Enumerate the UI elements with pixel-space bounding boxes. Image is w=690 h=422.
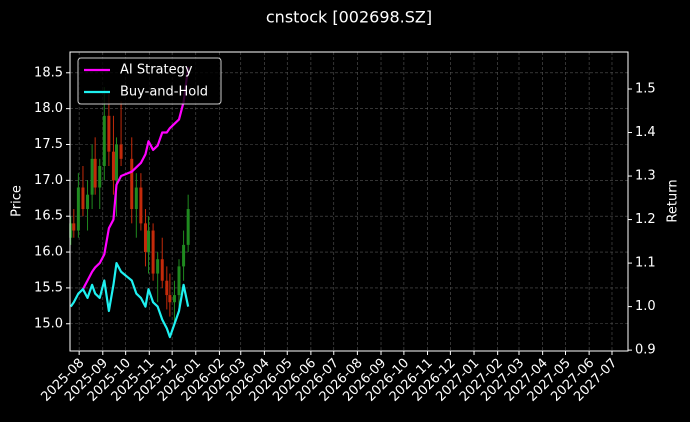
candle-body [172,295,176,303]
candle-body [107,115,111,152]
candle-body [69,223,73,238]
y-tick-label: 18.5 [34,65,63,80]
y2-tick-label: 1.3 [635,169,656,184]
candle-body [119,144,123,159]
candle-body [134,187,138,210]
y2-axis-label: Return [666,179,681,222]
candle-body [151,230,155,274]
candle-body [168,295,172,303]
y2-tick-label: 1.1 [635,256,656,271]
legend-label: AI Strategy [120,63,193,78]
candle-body [111,151,115,181]
candle-body [72,223,76,231]
candle-body [186,209,190,245]
candle-body [76,187,80,231]
candle-body [177,266,181,296]
y2-tick-label: 1.4 [635,125,656,140]
y2-tick-label: 1.5 [635,81,656,96]
y-tick-label: 15.0 [34,316,63,331]
y2-tick-label: 1.0 [635,299,656,314]
y-tick-label: 17.0 [34,173,63,188]
candle-body [143,223,147,253]
candle-body [156,259,160,274]
y-tick-label: 18.0 [34,101,63,116]
legend-box [77,57,222,105]
plot-frame [69,51,629,352]
y2-tick-label: 1.2 [635,212,656,227]
candle-body [81,187,85,210]
candle-body [115,144,118,181]
candle-body [98,166,102,188]
y-tick-label: 16.0 [34,245,63,260]
candle-body [160,259,164,281]
candle-body [102,115,106,167]
candle-body [93,158,97,188]
y-tick-label: 15.5 [34,280,63,295]
line-series [69,261,190,339]
candle-body [147,230,151,253]
candle-body [86,194,90,210]
chart-title: cnstock [002698.SZ] [266,8,432,27]
candle-body [90,158,94,195]
line-series [81,67,190,290]
y2-tick-label: 0.9 [635,343,656,358]
legend-label: Buy-and-Hold [120,85,208,100]
candle-body [130,158,134,210]
y-axis-label: Price [10,185,25,217]
candle-body [182,244,186,267]
y-tick-label: 17.5 [34,137,63,152]
candle-body [139,187,143,224]
candle-body [165,280,169,296]
y-tick-label: 16.5 [34,209,63,224]
